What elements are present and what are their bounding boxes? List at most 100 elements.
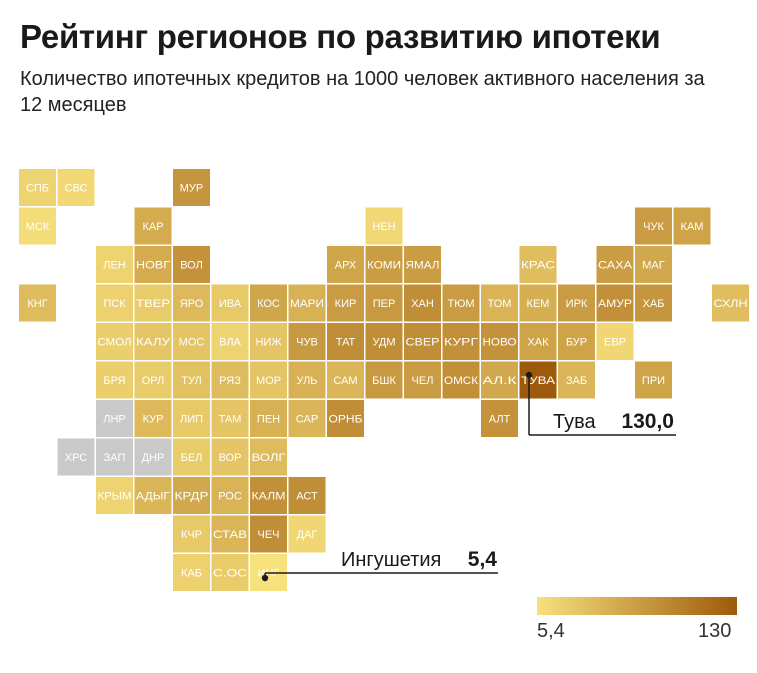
region-tile: КУР <box>134 400 172 437</box>
region-tile-label: КРЫМ <box>98 491 132 503</box>
region-tile-rect <box>673 207 711 245</box>
region-tile: БРЯ <box>96 361 133 399</box>
region-tile-rect <box>404 246 441 283</box>
region-tile-label: НОВО <box>483 337 517 349</box>
region-tile: ПЕН <box>250 400 287 437</box>
region-tile-rect <box>365 246 403 283</box>
region-tile-label: ТВЕР <box>136 298 170 310</box>
region-tile-label: РЯЗ <box>219 375 241 387</box>
region-tile-rect <box>327 400 364 437</box>
region-tile: КАР <box>134 207 172 245</box>
region-tile: УЛЬ <box>288 361 326 399</box>
region-tile: КОМИ <box>365 246 403 283</box>
region-tile-label: ПЕР <box>373 298 396 310</box>
region-tile: КАБ <box>173 554 210 591</box>
callout-tuva: Тува 130,0 <box>525 371 676 436</box>
region-tile-rect <box>558 284 595 322</box>
region-tile: ТАМ <box>211 400 249 437</box>
region-tile-rect <box>173 284 210 322</box>
region-tile-label: КАЛУ <box>136 337 171 349</box>
region-tile: АДЫГ <box>134 477 172 514</box>
region-tile-rect <box>211 284 249 322</box>
region-tile: КАЛУ <box>134 323 172 360</box>
chart-subtitle: Количество ипотечных кредитов на 1000 че… <box>20 68 705 116</box>
region-tile-rect <box>481 284 518 322</box>
region-tile-label: ЧУВ <box>296 337 318 349</box>
region-tile: ЯРО <box>173 284 210 322</box>
region-tile: РЯЗ <box>211 361 249 399</box>
region-tile-rect <box>96 361 133 399</box>
region-tile-rect <box>365 361 403 399</box>
region-tile-rect <box>327 284 364 322</box>
region-tile-rect <box>596 323 634 360</box>
region-tile: МУР <box>173 169 210 206</box>
region-tile-rect <box>134 361 172 399</box>
region-tile-rect <box>250 284 287 322</box>
region-tile-label: САХА <box>598 260 633 272</box>
region-tile-rect <box>635 207 672 245</box>
region-tile: ЧУК <box>635 207 672 245</box>
region-tile-label: БРЯ <box>103 375 125 387</box>
region-tile-label: ЗАП <box>104 452 126 464</box>
region-tile-label: КУР <box>143 414 164 426</box>
region-tile-label: ВОЛГ <box>252 452 286 464</box>
region-tile-label: АДЫГ <box>136 491 170 503</box>
region-tile-label: ТАТ <box>336 337 356 349</box>
region-tile-label: ХАБ <box>643 298 665 310</box>
region-tile-rect <box>481 361 518 399</box>
region-tile-label: ТУЛ <box>181 375 202 387</box>
region-tile-rect <box>404 284 441 322</box>
region-tile-rect <box>327 246 364 283</box>
region-tile-label: ХАК <box>527 337 549 349</box>
region-tile: ПРИ <box>635 361 672 399</box>
region-tile-label: БШК <box>372 375 396 387</box>
region-tile-rect <box>442 284 480 322</box>
region-tile-rect <box>519 284 557 322</box>
callout-tuva-dot <box>525 371 533 379</box>
region-tile: КИР <box>327 284 364 322</box>
region-tile: КЧР <box>173 515 210 553</box>
region-tile-rect <box>57 169 95 206</box>
region-tile-rect <box>596 284 634 322</box>
region-tile: СПБ <box>19 169 56 206</box>
region-tile-rect <box>288 515 326 553</box>
region-tile-label: КРАС <box>521 260 555 272</box>
region-tile: ВЛА <box>211 323 249 360</box>
region-tile-label: ДНР <box>142 452 165 464</box>
region-tile-rect <box>365 323 403 360</box>
region-tile-label: КАЛМ <box>252 491 286 503</box>
region-tile: КНГ <box>19 284 56 322</box>
region-tile-label: ОРНБ <box>329 414 363 426</box>
region-tile-label: АЛТ <box>489 414 511 426</box>
region-tile-label: КУРГ <box>444 337 478 349</box>
region-tile-label: КЧР <box>181 529 202 541</box>
region-tile: ЧУВ <box>288 323 326 360</box>
region-tile-label: КАБ <box>181 568 202 580</box>
region-tile: АРХ <box>327 246 364 283</box>
region-tile-rect <box>519 361 557 399</box>
region-tile-rect <box>134 207 172 245</box>
region-tile-label: АЛ.К <box>483 375 518 387</box>
region-tile-rect <box>327 361 364 399</box>
region-tile: СМОЛ <box>96 323 133 360</box>
region-tile: ХАК <box>519 323 557 360</box>
region-tile-rect <box>173 323 210 360</box>
region-tile: ОРНБ <box>327 400 364 437</box>
region-tile-rect <box>288 477 326 514</box>
callout-tuva-value: 130,0 <box>621 410 674 433</box>
region-tile-label: СВЕР <box>406 337 440 349</box>
region-tile: БШК <box>365 361 403 399</box>
region-tile-label: ЕВР <box>604 337 626 349</box>
region-tile-label: МОС <box>179 337 205 349</box>
region-tile-rect <box>635 246 672 283</box>
region-tile-rect <box>211 438 249 476</box>
callout-ing-dot <box>261 574 269 582</box>
region-tile: ИРК <box>558 284 595 322</box>
region-tile: ТВЕР <box>134 284 172 322</box>
region-tile: ВОР <box>211 438 249 476</box>
region-tile-rect <box>288 323 326 360</box>
region-tile: ЛЕН <box>96 246 133 283</box>
region-tile: НОВГ <box>134 246 172 283</box>
region-tile-rect <box>19 169 56 206</box>
